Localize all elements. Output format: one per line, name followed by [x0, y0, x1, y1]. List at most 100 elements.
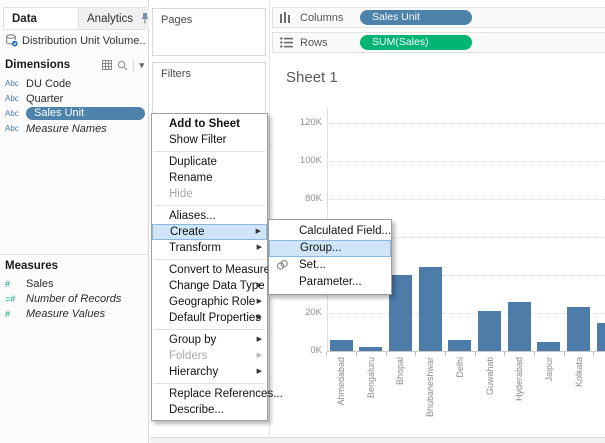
bar-bhubaneshwar[interactable] [418, 267, 442, 351]
field-context-menu: Add to Sheet Show Filter Duplicate Rename Hi… [151, 113, 283, 421]
field-label: Sales Unit [26, 107, 145, 120]
pane-tab-strip: Data Analytics [3, 7, 150, 30]
x-axis-label-cell: Jaipur [535, 357, 563, 382]
menu-item-replace-references[interactable]: Replace References... [152, 386, 283, 402]
menu-item-hierarchy[interactable]: Hierarchy ▶ [152, 364, 267, 380]
menu-item-label: Aliases... [169, 210, 216, 222]
number-type-icon: # [5, 278, 11, 289]
datasource-item[interactable]: Distribution Unit Volume... [5, 33, 145, 48]
rows-shelf[interactable]: Rows SUM(Sales) [272, 32, 605, 53]
menu-item-create[interactable]: Create ▶ [152, 224, 267, 240]
menu-item-calculated-field[interactable]: Calculated Field... [269, 223, 391, 240]
menu-item-convert-to-measure[interactable]: Convert to Measure [152, 262, 270, 278]
bar-jaipur[interactable] [537, 341, 561, 351]
columns-shelf[interactable]: Columns Sales Unit [272, 7, 605, 28]
menu-item-change-data-type[interactable]: Change Data Type ▶ [152, 278, 267, 294]
x-axis-tick [444, 352, 446, 356]
gridline-100k [327, 161, 605, 162]
menu-item-label: Replace References... [169, 388, 283, 400]
menu-item-default-properties[interactable]: Default Properties ▶ [152, 310, 267, 326]
bar-guwahati[interactable] [478, 311, 501, 351]
database-icon [5, 34, 18, 47]
bar-bhopal[interactable] [388, 275, 412, 351]
x-axis-tick [326, 352, 328, 356]
menu-item-duplicate[interactable]: Duplicate [152, 154, 267, 170]
dimension-field-du-code[interactable]: Abc DU Code [0, 76, 148, 91]
menu-item-label: Default Properties [169, 312, 262, 324]
x-axis-label-cell: Kolkata [565, 357, 593, 387]
menu-item-set[interactable]: Set... [269, 257, 391, 274]
submenu-arrow-icon: ▶ [255, 228, 261, 235]
measure-field-sales[interactable]: # Sales [0, 276, 148, 291]
menu-item-geographic-role[interactable]: Geographic Role ▶ [152, 294, 267, 310]
menu-item-label: Convert to Measure [169, 264, 270, 276]
search-icon[interactable] [117, 60, 128, 71]
y-axis-tick-20k: 20K [305, 307, 322, 318]
menu-separator [154, 328, 265, 330]
menu-item-parameter[interactable]: Parameter... [269, 274, 391, 291]
bar-delhi[interactable] [448, 339, 472, 351]
menu-item-describe[interactable]: Describe... [152, 402, 267, 418]
menu-item-group[interactable]: Group... [269, 240, 391, 257]
x-axis-tick [474, 352, 476, 356]
pin-icon[interactable] [141, 8, 150, 29]
menu-item-label: Change Data Type [169, 280, 265, 292]
field-label: Quarter [26, 92, 64, 105]
rows-icon [280, 37, 294, 48]
rows-pill-sum-sales[interactable]: SUM(Sales) [360, 35, 472, 50]
menu-item-aliases[interactable]: Aliases... [152, 208, 267, 224]
dimension-field-quarter[interactable]: Abc Quarter [0, 91, 148, 106]
datasource-name: Distribution Unit Volume... [22, 34, 145, 47]
field-label: Number of Records [26, 292, 122, 305]
bar-kolkata[interactable] [567, 307, 591, 351]
view-as-grid-icon[interactable] [102, 60, 113, 70]
menu-item-label: Describe... [169, 404, 224, 416]
menu-item-label: Parameter... [299, 276, 362, 288]
x-axis-tick [415, 352, 417, 356]
y-axis-tick-80k: 80K [305, 193, 322, 204]
bar-ahmedabad[interactable] [329, 339, 353, 351]
dimensions-header: Dimensions ▾ [5, 57, 144, 73]
submenu-arrow-icon: ▶ [256, 336, 262, 343]
string-type-icon: Abc [5, 79, 19, 88]
field-label: Measure Values [26, 307, 106, 320]
x-axis-label-cell: Bhubaneshwar [416, 357, 444, 417]
y-axis-tick-120k: 120K [299, 117, 322, 128]
y-axis-tick-0k: 0K [310, 345, 322, 356]
gridline-20k [327, 313, 605, 314]
menu-item-group-by[interactable]: Group by ▶ [152, 332, 267, 348]
measure-field-number-of-records[interactable]: =# Number of Records [0, 291, 148, 306]
bar-clipped[interactable] [596, 322, 605, 351]
dimension-field-measure-names[interactable]: Abc Measure Names [0, 121, 148, 136]
menu-item-label: Duplicate [169, 156, 217, 168]
x-axis-label-cell: Delhi [446, 357, 474, 378]
columns-pill-sales-unit[interactable]: Sales Unit [360, 10, 472, 25]
string-type-icon: Abc [5, 94, 19, 103]
number-type-icon: =# [5, 293, 16, 304]
x-axis-tick [504, 352, 506, 356]
menu-item-add-to-sheet[interactable]: Add to Sheet [152, 116, 267, 132]
menu-item-rename[interactable]: Rename [152, 170, 267, 186]
menu-item-hide[interactable]: Hide [152, 186, 267, 202]
menu-item-label: Add to Sheet [169, 118, 240, 130]
pages-shelf[interactable]: Pages [152, 8, 266, 56]
bar-bengaluru[interactable] [359, 347, 383, 351]
x-axis-label-kolkata: Kolkata [573, 357, 584, 388]
x-axis-label-delhi: Delhi [454, 357, 465, 378]
bar-hyderabad[interactable] [507, 301, 531, 351]
menu-item-show-filter[interactable]: Show Filter [152, 132, 267, 148]
field-label: Sales [26, 277, 54, 290]
columns-label: Columns [300, 11, 344, 24]
menu-item-transform[interactable]: Transform ▶ [152, 240, 267, 256]
chevron-down-icon[interactable]: ▾ [139, 59, 144, 70]
menu-item-label: Group by [169, 334, 217, 346]
menu-item-label: Create [170, 226, 205, 238]
tab-data[interactable]: Data [4, 8, 78, 29]
dimensions-title: Dimensions [5, 59, 71, 71]
menu-item-folders[interactable]: Folders ▶ [152, 348, 267, 364]
dimension-field-sales-unit[interactable]: Abc Sales Unit [0, 106, 148, 121]
measure-field-measure-values[interactable]: # Measure Values [0, 306, 148, 321]
x-axis-label-jaipur: Jaipur [543, 357, 554, 382]
tab-analytics[interactable]: Analytics [78, 8, 142, 29]
x-axis-label-bhubaneshwar: Bhubaneshwar [425, 357, 436, 418]
